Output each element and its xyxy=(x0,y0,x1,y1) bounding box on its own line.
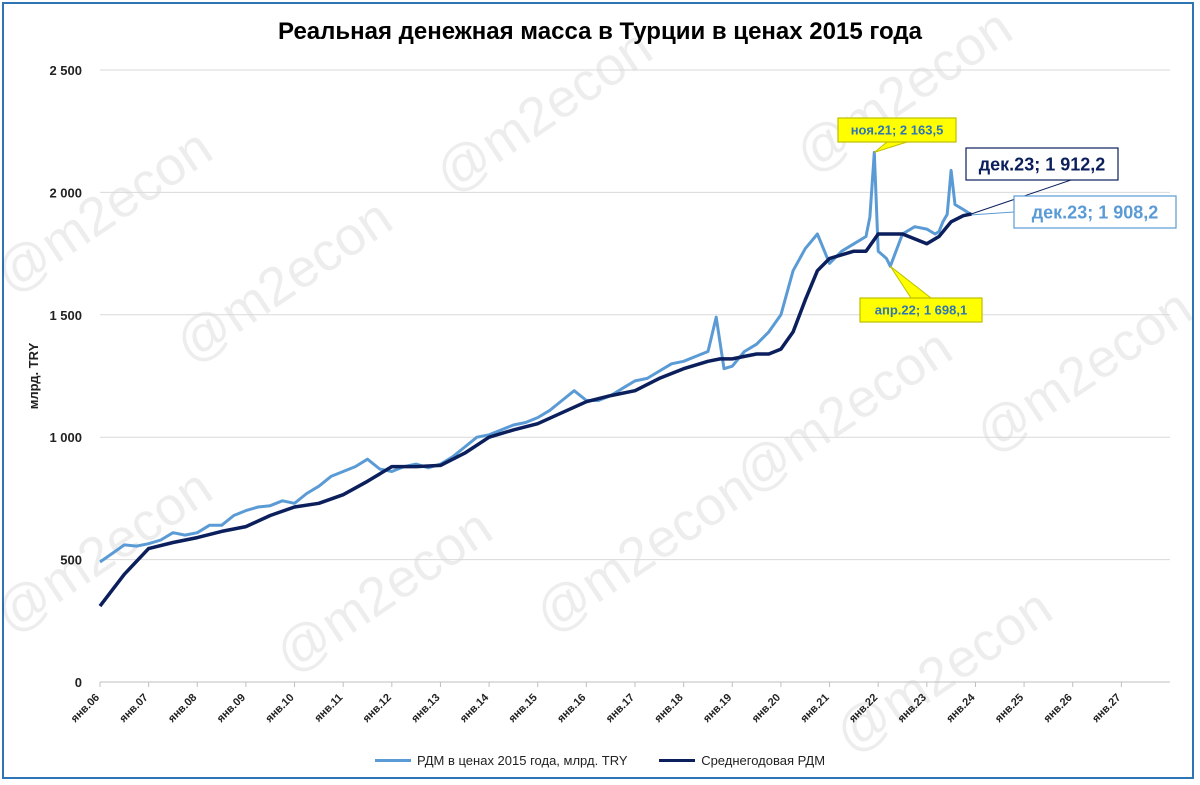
legend-item-monthly: РДМ в ценах 2015 года, млрд. TRY xyxy=(374,753,628,768)
x-tick-label: янв.07 xyxy=(117,692,150,725)
annotation-peak-pointer xyxy=(873,141,908,153)
x-tick-label: янв.18 xyxy=(652,692,685,725)
chart-title: Реальная денежная масса в Турции в ценах… xyxy=(278,18,922,45)
x-tick-label: янв.21 xyxy=(798,692,831,725)
x-tick-label: янв.13 xyxy=(409,692,442,725)
legend-swatch-monthly xyxy=(374,759,411,762)
annotation-peak-label: ноя.21; 2 163,5 xyxy=(851,123,944,138)
legend-label-average: Среднегодовая РДМ xyxy=(701,753,826,768)
x-tick-label: янв.23 xyxy=(896,692,929,725)
y-tick-label: 0 xyxy=(75,675,82,690)
x-tick-label: янв.16 xyxy=(555,692,588,725)
annotation-average-end-box xyxy=(965,147,1119,181)
x-tick-label: янв.17 xyxy=(604,692,637,725)
legend-swatch-average xyxy=(659,759,696,762)
x-tick-label: янв.26 xyxy=(1042,692,1075,725)
y-axis-label: млрд. TRY xyxy=(26,342,41,409)
x-tick-label: янв.24 xyxy=(944,691,978,725)
annotation-trough-pointer xyxy=(889,265,933,299)
annotation-trough-box xyxy=(859,297,983,323)
y-tick-label: 1 500 xyxy=(49,308,82,323)
annotation-average-end-label: дек.23; 1 912,2 xyxy=(979,154,1106,174)
x-tick-label: янв.14 xyxy=(458,691,492,725)
annotation-peak-box xyxy=(837,117,957,143)
x-tick-label: янв.06 xyxy=(69,692,102,725)
legend-item-average: Среднегодовая РДМ xyxy=(659,753,825,768)
chart-legend: РДМ в ценах 2015 года, млрд. TRY Среднег… xyxy=(0,750,1200,768)
series-line-monthly xyxy=(99,150,973,564)
annotation-monthly-end-label: дек.23; 1 908,2 xyxy=(1032,202,1159,222)
x-tick-label: янв.25 xyxy=(993,692,1026,725)
x-tick-label: янв.10 xyxy=(263,692,296,725)
annotation-trough-label: апр.22; 1 698,1 xyxy=(875,303,967,318)
annotation-monthly-end-leader xyxy=(971,211,1015,216)
y-tick-label: 2 500 xyxy=(49,63,82,78)
x-tick-label: янв.27 xyxy=(1090,692,1123,725)
x-tick-label: янв.19 xyxy=(701,692,734,725)
y-tick-label: 2 000 xyxy=(49,185,82,200)
y-tick-label: 1 000 xyxy=(49,430,82,445)
x-tick-label: янв.08 xyxy=(166,692,199,725)
x-tick-label: янв.22 xyxy=(847,692,880,725)
x-tick-label: янв.09 xyxy=(215,692,248,725)
x-tick-label: янв.12 xyxy=(361,692,394,725)
x-tick-label: янв.15 xyxy=(507,692,540,725)
x-tick-label: янв.20 xyxy=(750,692,783,725)
annotation-monthly-end-box xyxy=(1013,195,1177,229)
series-line-average xyxy=(98,212,972,608)
legend-label-monthly: РДМ в ценах 2015 года, млрд. TRY xyxy=(416,753,628,768)
x-tick-label: янв.11 xyxy=(312,692,345,725)
y-tick-label: 500 xyxy=(60,553,82,568)
